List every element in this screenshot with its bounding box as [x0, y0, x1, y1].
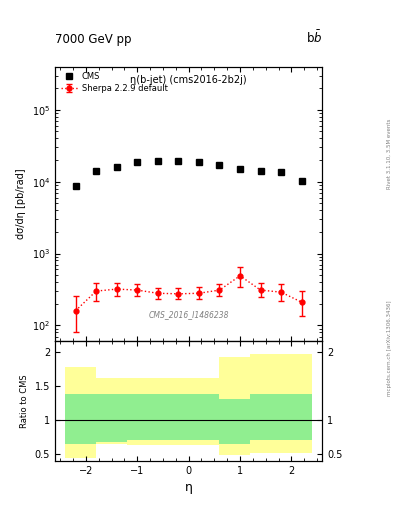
Legend: CMS, Sherpa 2.2.9 default: CMS, Sherpa 2.2.9 default [59, 71, 169, 95]
Line: CMS: CMS [72, 158, 305, 189]
CMS [258, 167, 263, 174]
Text: Rivet 3.1.10, 3.5M events: Rivet 3.1.10, 3.5M events [387, 118, 392, 189]
CMS [217, 162, 222, 168]
CMS [299, 178, 304, 184]
CMS [196, 159, 201, 165]
CMS [114, 164, 119, 170]
Text: η(b-jet) (cms2016-2b2j): η(b-jet) (cms2016-2b2j) [130, 75, 247, 85]
CMS [156, 158, 160, 164]
Text: b$\bar{b}$: b$\bar{b}$ [306, 30, 322, 46]
CMS [73, 183, 78, 189]
X-axis label: η: η [185, 481, 193, 494]
Text: CMS_2016_I1486238: CMS_2016_I1486238 [149, 310, 229, 319]
Y-axis label: Ratio to CMS: Ratio to CMS [20, 374, 29, 428]
CMS [94, 168, 99, 174]
Text: mcplots.cern.ch [arXiv:1306.3436]: mcplots.cern.ch [arXiv:1306.3436] [387, 301, 392, 396]
Y-axis label: dσ/dη [pb/rad]: dσ/dη [pb/rad] [16, 168, 26, 239]
CMS [279, 169, 283, 176]
CMS [238, 166, 242, 172]
Text: 7000 GeV pp: 7000 GeV pp [55, 33, 132, 46]
CMS [135, 159, 140, 165]
CMS [176, 158, 181, 164]
